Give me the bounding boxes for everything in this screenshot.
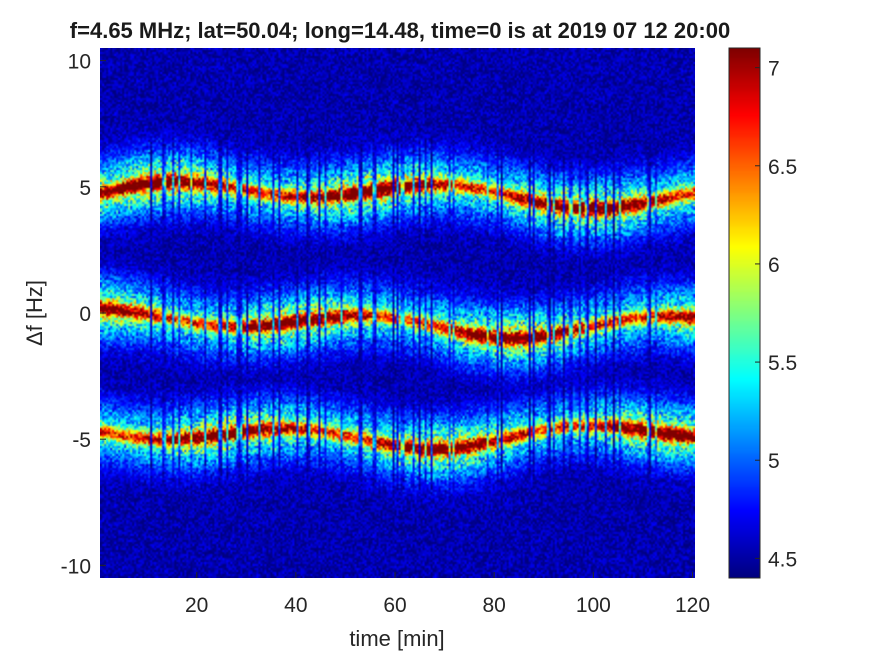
colorbar-tick-label: 5	[768, 450, 780, 473]
colorbar-tick-label: 7	[768, 58, 780, 81]
y-tick-label: -5	[72, 429, 91, 452]
colorbar-gradient	[729, 48, 760, 578]
y-axis-label: Δf [Hz]	[22, 280, 47, 346]
y-tick-label: 5	[79, 177, 91, 200]
heatmap-image	[100, 48, 695, 578]
colorbar-tick-label: 4.5	[768, 548, 797, 571]
y-tick-label: -10	[61, 555, 91, 578]
x-tick-label: 40	[284, 594, 307, 617]
colorbar-frame	[728, 47, 761, 579]
x-tick-label: 100	[576, 594, 611, 617]
colorbar: 7 6.5 6 5.5 5 4.5	[728, 47, 797, 579]
chart-title: f=4.65 MHz; lat=50.04; long=14.48, time=…	[70, 18, 730, 43]
x-tick-label: 20	[185, 594, 208, 617]
y-tick-label: 0	[79, 303, 91, 326]
colorbar-tick-label: 6	[768, 254, 780, 277]
colorbar-ticks: 7 6.5 6 5.5 5 4.5	[755, 58, 797, 571]
y-tick-label: 10	[68, 51, 91, 74]
y-axis: 10 5 0 -5 -10	[61, 51, 106, 578]
plot-area	[100, 48, 695, 578]
x-tick-label: 60	[383, 594, 406, 617]
x-tick-label: 120	[675, 594, 710, 617]
colorbar-tick-label: 5.5	[768, 352, 797, 375]
colorbar-tick-label: 6.5	[768, 156, 797, 179]
x-axis-label: time [min]	[349, 626, 444, 651]
x-axis: 20 40 60 80 100 120	[185, 572, 710, 617]
x-tick-label: 80	[483, 594, 506, 617]
